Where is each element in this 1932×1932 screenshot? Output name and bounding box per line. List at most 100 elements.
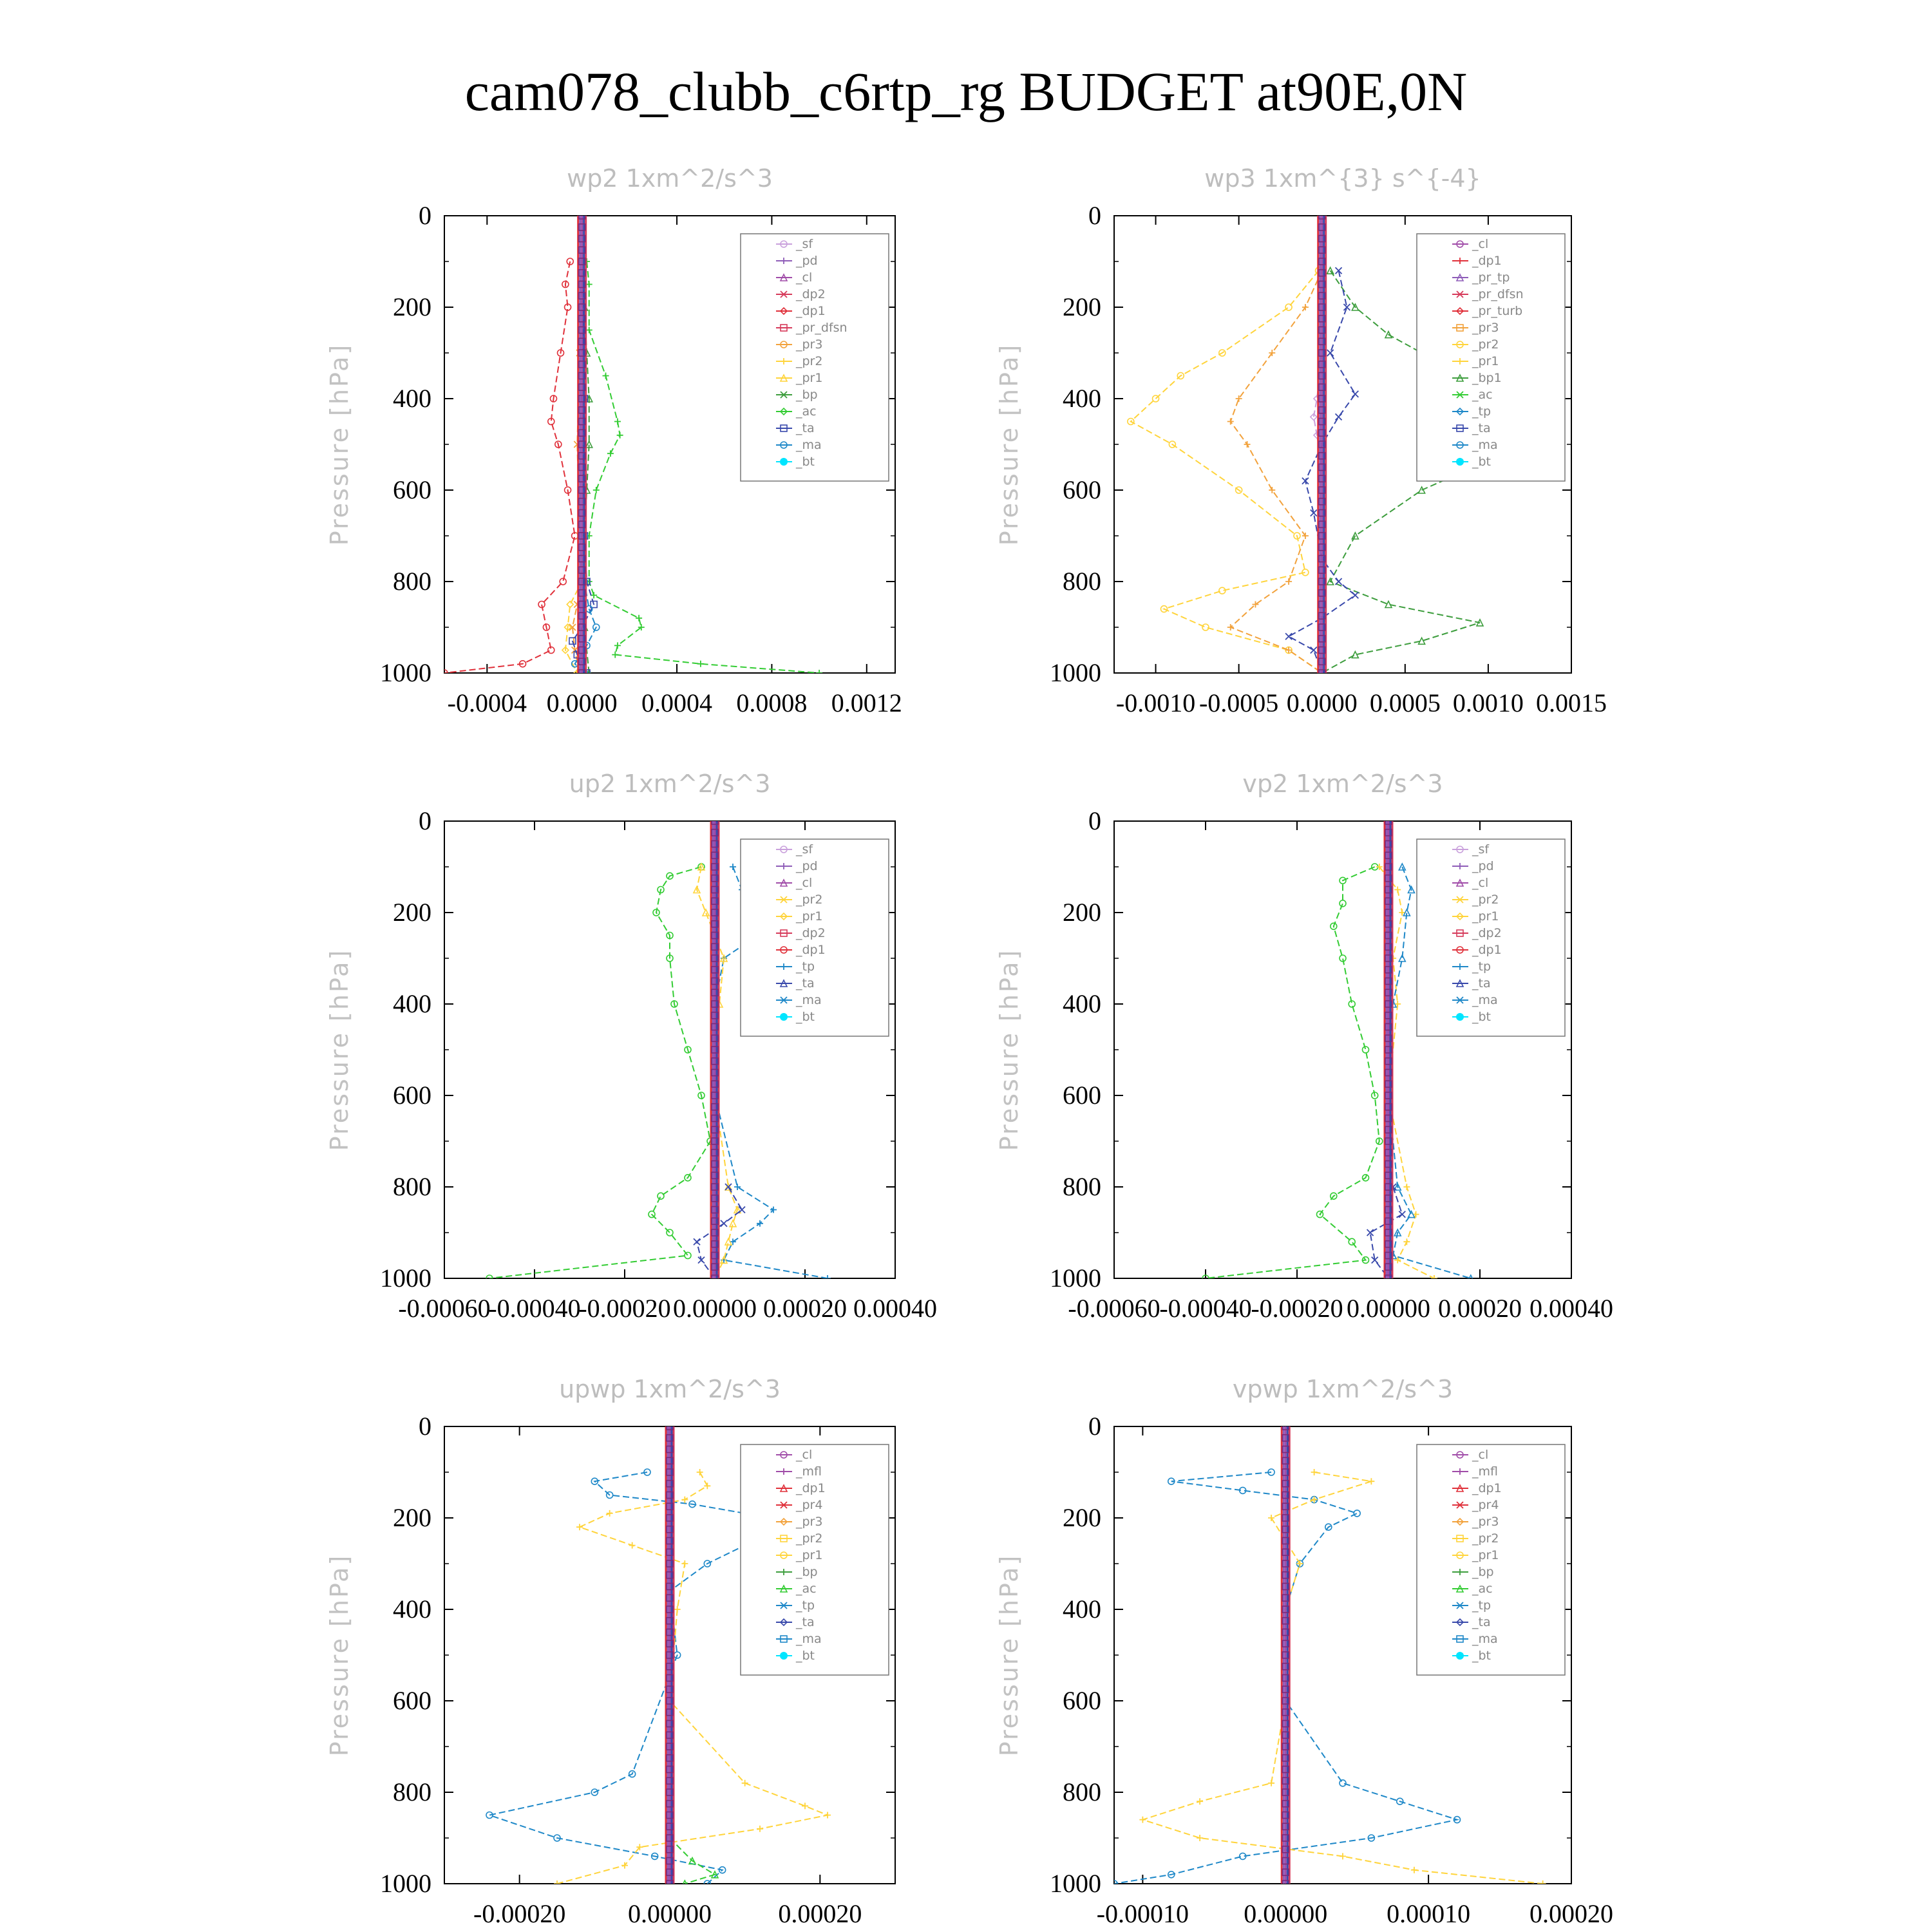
data-point: [720, 1220, 728, 1227]
legend-marker: [1456, 324, 1464, 332]
data-point: [1353, 1510, 1361, 1517]
panel-title: vpwp 1xm^2/s^3: [1233, 1375, 1453, 1403]
legend-marker: [780, 946, 788, 954]
data-point: [578, 269, 586, 277]
data-point: [1282, 1685, 1290, 1694]
data-point: [576, 1524, 583, 1531]
data-point: [697, 1256, 705, 1264]
data-point: [666, 1777, 674, 1785]
legend-label: _tp: [1472, 404, 1491, 419]
data-point: [578, 395, 586, 402]
plot-area: [486, 1426, 831, 1884]
data-point: [578, 612, 586, 620]
legend-marker: [780, 1013, 788, 1021]
data-point: [666, 1880, 674, 1884]
data-point: [1318, 429, 1326, 437]
data-point: [1318, 395, 1326, 402]
data-point: [1282, 1788, 1290, 1796]
legend-label: _ma: [1472, 1632, 1498, 1646]
data-point: [1385, 1126, 1392, 1134]
data-point: [578, 646, 586, 654]
data-point: [703, 1880, 712, 1884]
data-point: [1302, 533, 1309, 539]
data-point: [1385, 1217, 1392, 1226]
y-axis-label: Pressure [hPa]: [325, 343, 354, 546]
data-point: [1385, 989, 1392, 997]
series-line-pr1: [1130, 270, 1323, 673]
x-tick-label: -0.00010: [1097, 1899, 1189, 1928]
data-point: [666, 1640, 674, 1648]
data-point: [1366, 1229, 1374, 1236]
legend-label: _dp2: [795, 926, 826, 940]
data-point: [561, 646, 570, 654]
data-point: [605, 1491, 614, 1499]
data-point: [688, 1500, 696, 1508]
data-point: [816, 670, 823, 673]
data-point: [666, 1708, 674, 1716]
series-line-tp: [1114, 1472, 1460, 1884]
data-point: [711, 1229, 719, 1236]
legend-marker: [1456, 290, 1464, 298]
legend-marker: [1455, 273, 1464, 281]
data-point: [578, 360, 586, 368]
data-point: [1282, 1765, 1290, 1774]
data-point: [636, 614, 643, 621]
data-point: [1282, 1479, 1290, 1488]
chart-panel-upwp: upwp 1xm^2/s^3 Pressure [hPa] 0 200 400 600 80…: [325, 1375, 896, 1928]
legend-marker: [779, 1517, 788, 1526]
data-point: [1282, 1594, 1290, 1602]
legend-label: _pr3: [1472, 321, 1499, 335]
legend-marker: [1455, 979, 1464, 987]
data-point: [1227, 624, 1234, 630]
data-point: [1385, 821, 1392, 825]
legend-box: [740, 1444, 889, 1676]
data-point: [666, 1548, 674, 1557]
x-tick-label: -0.00020: [578, 1294, 670, 1323]
data-point: [578, 623, 586, 631]
data-point: [1302, 568, 1309, 576]
data-point: [1127, 417, 1135, 426]
data-point: [1385, 1034, 1392, 1043]
legend-marker: [781, 258, 787, 264]
data-point: [666, 1765, 674, 1774]
data-point: [711, 1103, 719, 1111]
data-point: [824, 1275, 831, 1278]
data-point: [711, 977, 719, 985]
data-point: [1385, 1137, 1392, 1145]
data-point: [578, 326, 586, 334]
data-point: [770, 1206, 777, 1213]
data-point: [696, 1469, 703, 1475]
legend-label: _dp1: [795, 1481, 826, 1495]
data-point: [1394, 1001, 1401, 1007]
data-point: [1318, 623, 1326, 631]
data-point: [711, 909, 719, 916]
data-point: [1282, 1560, 1290, 1567]
data-point: [757, 1825, 763, 1832]
panel-title: up2 1xm^2/s^3: [569, 770, 771, 798]
data-point: [1385, 1148, 1392, 1157]
data-point: [578, 578, 586, 585]
y-tick-label: 200: [1063, 898, 1101, 927]
data-point: [666, 1834, 674, 1842]
data-point: [1394, 1256, 1401, 1264]
data-point: [1385, 886, 1392, 894]
data-point: [688, 1856, 697, 1865]
data-point: [1282, 1548, 1290, 1557]
data-point: [1375, 1137, 1383, 1145]
series-line-dp1: [444, 261, 576, 673]
legend-marker: [1455, 912, 1464, 921]
legend-marker: [1455, 1584, 1464, 1593]
legend-label: _pr3: [795, 1515, 822, 1529]
legend-marker: [1456, 846, 1464, 853]
data-point: [1318, 216, 1326, 220]
legend-marker: [1455, 374, 1464, 382]
series-line-dp1: [489, 866, 712, 1278]
data-point: [578, 314, 586, 323]
data-point: [1160, 605, 1168, 613]
data-point: [711, 863, 719, 871]
data-point: [704, 1482, 711, 1490]
legend-label: _cl: [1472, 876, 1488, 890]
y-tick-label: 200: [1063, 1503, 1101, 1532]
legend-label: _pr2: [795, 1531, 822, 1546]
data-point: [1235, 486, 1243, 494]
